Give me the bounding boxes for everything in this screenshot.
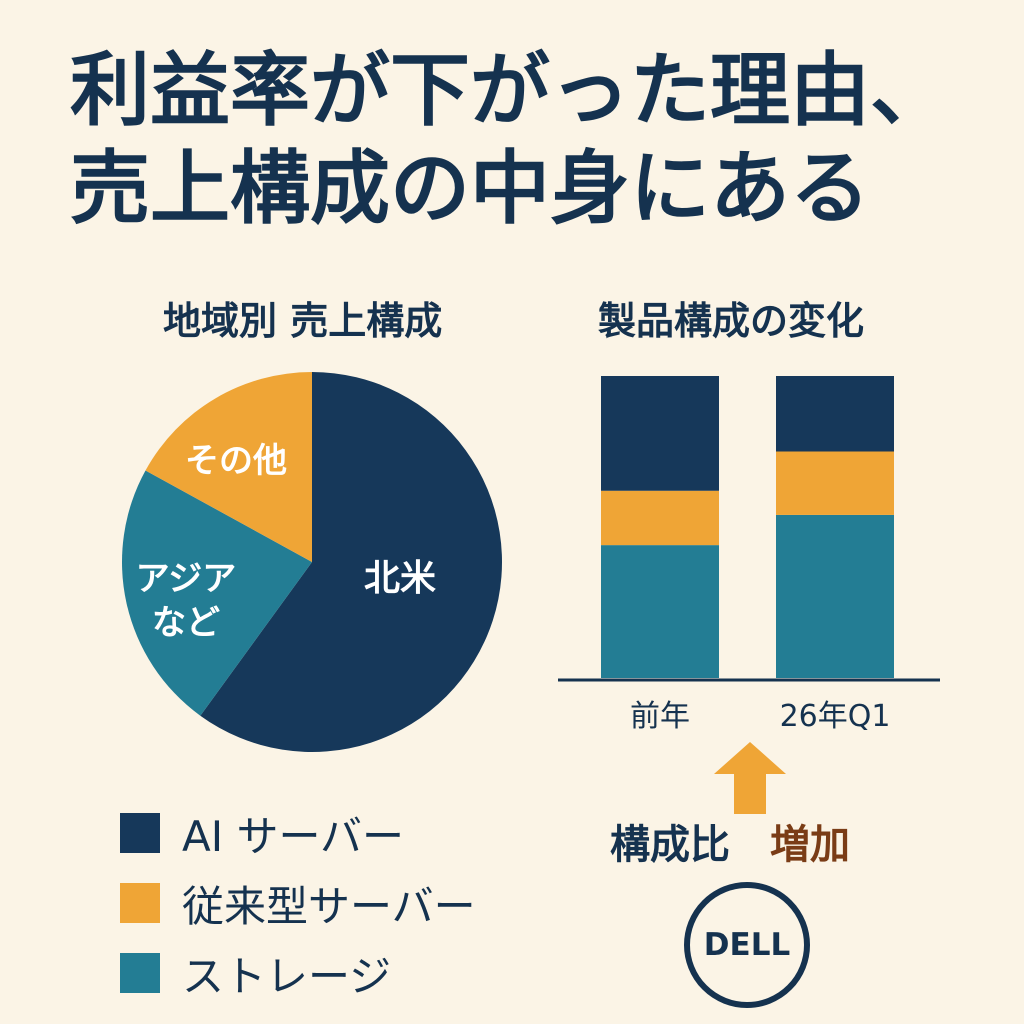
x-tick-label: 26年Q1: [780, 699, 891, 734]
pie-slice: [200, 372, 502, 752]
bar-segment: [776, 514, 894, 678]
composition-ratio-label: 構成比: [610, 822, 730, 868]
legend-swatch-storage: [120, 953, 160, 993]
dell-logo-icon: DELL: [684, 882, 810, 1008]
bar-chart-title: 製品構成の変化: [598, 299, 865, 343]
x-tick-label: 前年: [630, 699, 690, 734]
title-line-2: 売上構成の中身にある: [70, 142, 870, 235]
pie-chart-title: 地域別 売上構成: [163, 299, 443, 343]
bar-segment: [601, 376, 719, 491]
pie-slice-label: 北米: [364, 558, 436, 599]
legend-item: 従来型サーバー: [120, 868, 476, 938]
legend-label: ストレージ: [182, 951, 392, 1001]
pie-slice: [122, 470, 312, 716]
pie-slice: [145, 372, 312, 562]
legend-label: AI サーバー: [182, 811, 405, 861]
legend-swatch-ai-server: [120, 813, 160, 853]
pie-slice-label: アジアなど: [136, 559, 237, 643]
bar-segment: [776, 376, 894, 452]
legend: AI サーバー 従来型サーバー ストレージ: [120, 798, 476, 1008]
bar-segment: [776, 451, 894, 515]
up-arrow-icon: [714, 742, 786, 814]
bar-segment: [601, 490, 719, 546]
legend-item: ストレージ: [120, 938, 476, 1008]
title-line-1: 利益率が下がった理由、: [70, 44, 950, 137]
legend-label: 従来型サーバー: [182, 881, 476, 931]
increase-label: 増加: [770, 822, 850, 868]
legend-swatch-traditional-server: [120, 883, 160, 923]
bar-segment: [601, 545, 719, 678]
page-title: 利益率が下がった理由、 売上構成の中身にある: [70, 42, 1010, 238]
logo-text: DELL: [703, 927, 791, 963]
pie-slice-label: その他: [185, 441, 287, 481]
legend-item: AI サーバー: [120, 798, 476, 868]
